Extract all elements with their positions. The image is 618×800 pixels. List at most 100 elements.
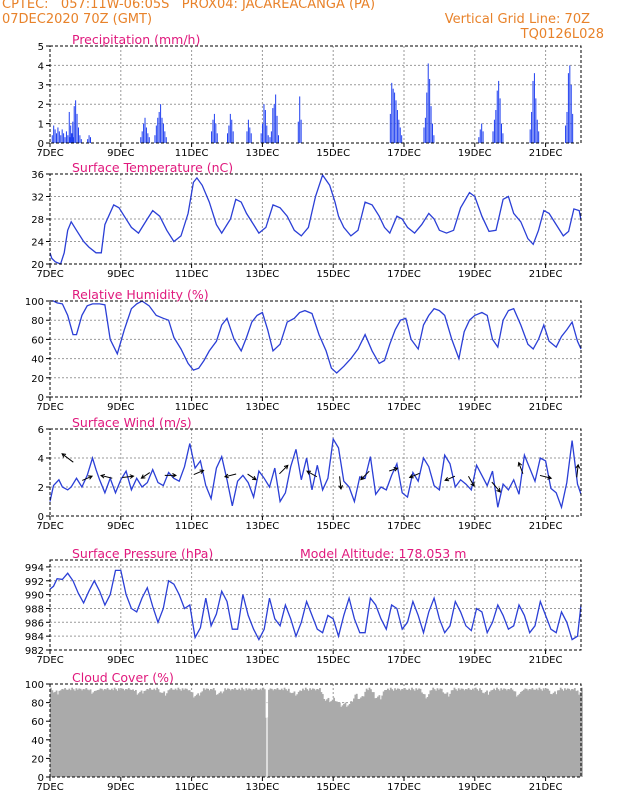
cloud-bar [450, 690, 453, 777]
cloud-bar [459, 689, 462, 777]
cloud-bar [229, 690, 232, 777]
cloud-bar [279, 689, 282, 777]
cloud-bar [144, 690, 147, 777]
x-tick-label: 7DEC [36, 655, 63, 666]
cloud-bar [245, 688, 248, 777]
precip-bar [272, 108, 274, 143]
cloud-bar [338, 702, 341, 777]
cloud-bar [351, 701, 354, 777]
cloud-bar [181, 688, 184, 777]
cloud-bar [419, 688, 422, 777]
cloud-bar [384, 690, 386, 777]
cloud-bar [486, 690, 488, 777]
cloud-bar [79, 688, 82, 777]
cloud-bar [159, 692, 161, 777]
cloud-bar [110, 688, 113, 777]
cloud-bar [348, 703, 351, 777]
x-tick-label: 19DEC [458, 269, 492, 280]
precip-bar [566, 111, 568, 143]
precip-bar [250, 133, 252, 143]
precip-bar [70, 125, 72, 143]
cloud-bar [207, 688, 209, 777]
cloud-bar [103, 689, 106, 777]
cloud-bar [409, 690, 412, 777]
cloud-bar [573, 688, 576, 777]
cloud-bar [343, 703, 345, 777]
cloud-bar [86, 689, 89, 777]
cloud-bar [513, 691, 515, 777]
precip-bar [143, 123, 145, 143]
cloud-bar [377, 696, 379, 777]
cloud-bar [109, 689, 112, 777]
cloud-bar [214, 690, 217, 777]
precip-bar [155, 125, 157, 143]
precip-bar [532, 80, 534, 143]
cloud-bar [197, 693, 200, 777]
cloud-bar [511, 689, 514, 777]
cloud-bar [205, 688, 208, 777]
precip-bar [69, 137, 71, 143]
wind-arrow [408, 472, 420, 479]
cloud-bar [217, 694, 219, 777]
cloud-bar [398, 688, 401, 777]
cloud-bar [387, 688, 389, 777]
plot-frame [49, 683, 582, 778]
cloud-bar [460, 688, 463, 777]
precip-bar [148, 137, 150, 143]
cloud-bar [294, 695, 297, 777]
cloud-bar [143, 690, 146, 777]
cloud-bar [336, 701, 338, 777]
cloud-bar [510, 688, 513, 777]
precip-bar [144, 117, 146, 143]
cloud-bar [69, 690, 72, 777]
x-tick-label: 15DEC [316, 148, 350, 159]
y-tick-label: 992 [25, 577, 44, 588]
cloud-bar [273, 689, 276, 777]
precip-bar [275, 94, 277, 143]
cloud-bar [572, 689, 575, 777]
y-tick-label: 36 [31, 170, 44, 181]
precip-bar [70, 133, 72, 143]
x-tick-label: 21DEC [529, 148, 563, 159]
cloud-bar [399, 690, 402, 777]
cloud-bar [323, 699, 326, 777]
cloud-bar [113, 687, 116, 777]
precip-bar [63, 133, 65, 143]
cloud-bar [579, 692, 582, 777]
cloud-bar [99, 688, 102, 777]
y-tick-label: 1 [38, 120, 44, 131]
cloud-bar [193, 697, 195, 777]
cloud-bar [151, 689, 154, 777]
cloud-bar [457, 688, 460, 777]
precip-bar [57, 127, 59, 143]
cloud-bar [72, 689, 75, 777]
panel-title: Surface Pressure (hPa) [72, 546, 213, 561]
y-tick-label: 6 [38, 425, 44, 436]
cloud-bar [446, 692, 449, 777]
precip-bar [482, 131, 484, 143]
precip-bar [72, 121, 74, 143]
wind-arrow [338, 476, 343, 490]
cloud-bar [311, 688, 314, 777]
precip-bar [395, 100, 397, 143]
cloud-bar [479, 688, 481, 777]
precip-bar [157, 117, 159, 143]
cloud-bar [81, 690, 83, 777]
cloud-bar [518, 693, 521, 777]
cloud-bar [215, 694, 218, 777]
cloud-bar [554, 691, 556, 777]
precip-bar [529, 129, 531, 143]
precip-bar [266, 125, 268, 143]
cloud-bar [256, 689, 259, 777]
plot-frame [49, 559, 582, 651]
precip-bar [141, 131, 143, 143]
cloud-bar [139, 691, 142, 777]
cloud-bar [333, 697, 336, 777]
x-tick-label: 15DEC [316, 655, 350, 666]
cloud-bar [289, 692, 292, 777]
cloud-bar [350, 701, 353, 777]
cloud-bar [258, 689, 260, 777]
cloud-bar [493, 688, 496, 777]
cloud-bar [442, 692, 445, 777]
precip-bar [147, 133, 149, 143]
